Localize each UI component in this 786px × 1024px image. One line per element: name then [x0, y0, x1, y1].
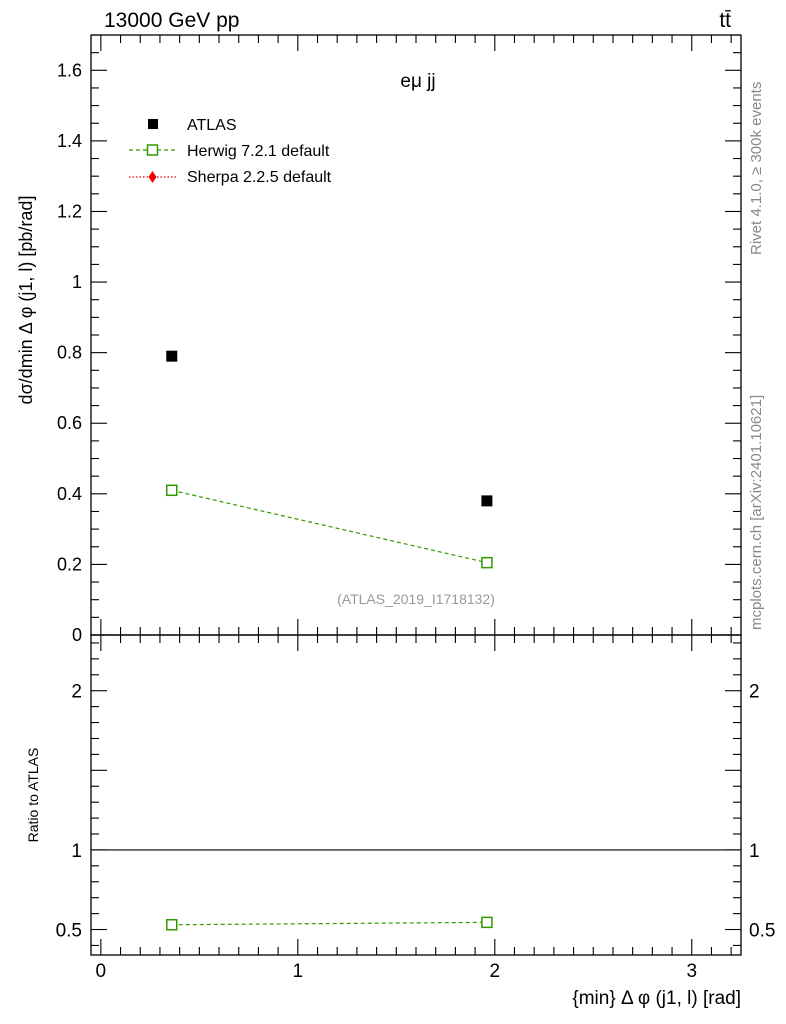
legend-marker-herwig	[146, 144, 159, 156]
y-tick-label: 0	[72, 625, 82, 645]
ratio-y-tick-label-right: 1	[749, 841, 760, 862]
y-tick-label: 1	[72, 272, 82, 292]
series-line	[171, 489, 488, 564]
y-tick-label: 0.6	[57, 413, 82, 433]
legend-marker-sherpa	[148, 171, 157, 183]
ratio-point-herwig	[166, 919, 178, 931]
y-tick-label: 1.4	[57, 131, 82, 151]
analysis-watermark: (ATLAS_2019_I1718132)	[337, 591, 495, 607]
ratio-y-tick-label-right: 2	[749, 682, 760, 703]
rivet-label: Rivet 4.1.0, ≥ 300k events	[748, 82, 765, 255]
ratio-y-tick-label: 1	[71, 841, 82, 862]
data-point-herwig	[166, 484, 178, 497]
y-tick-label: 0.8	[57, 343, 82, 363]
mcplots-label: mcplots.cern.ch [arXiv:2401.10621]	[748, 395, 765, 630]
ratio-data	[166, 916, 493, 931]
ratio-ticks: 0.5 0.5 1 1 2 2	[56, 642, 775, 946]
legend: ATLAS Herwig 7.2.1 default Sherpa 2.2.5 …	[129, 117, 332, 186]
x-tick-label: 3	[686, 961, 697, 982]
ratio-series-line	[171, 921, 487, 926]
y-axis-title: dσ/dmin Δ φ (j1, l) [pb/rad]	[16, 196, 36, 405]
legend-label-sherpa: Sherpa 2.2.5 default	[187, 169, 332, 186]
plot-title: eμ jj	[400, 71, 435, 92]
data-point-herwig	[481, 556, 493, 569]
ratio-panel-frame	[90, 634, 742, 956]
energy-label: 13000 GeV pp	[104, 9, 239, 32]
x-tick-label: 0	[96, 961, 107, 982]
ratio-y-tick-label-right: 0.5	[749, 921, 775, 942]
x-axis-title: {min} Δ φ (j1, l) [rad]	[572, 988, 741, 1009]
ratio-point-herwig	[481, 916, 493, 929]
y-tick-label: 1.2	[57, 201, 82, 221]
legend-label-herwig: Herwig 7.2.1 default	[187, 143, 330, 160]
y-tick-label: 0.2	[57, 554, 82, 574]
data-point-atlas	[166, 350, 178, 362]
x-tick-label: 1	[293, 961, 304, 982]
legend-marker-atlas	[148, 119, 158, 129]
main-ticks: 0 0.2 0.4 0.6 0.8 1 1.2 1.4 1.6	[57, 34, 741, 645]
y-tick-label: 1.6	[57, 60, 82, 80]
legend-label-atlas: ATLAS	[187, 117, 237, 134]
ratio-y-tick-label: 0.5	[56, 921, 82, 942]
x-ticks: 0 1 2 3	[96, 35, 732, 982]
ratio-y-axis-title: Ratio to ATLAS	[25, 748, 41, 843]
process-label: tt̄	[719, 9, 731, 32]
main-data	[166, 350, 493, 569]
data-point-atlas	[481, 495, 493, 507]
y-tick-label: 0.4	[57, 484, 82, 504]
ratio-y-tick-label: 2	[71, 682, 82, 703]
x-tick-label: 2	[489, 961, 500, 982]
